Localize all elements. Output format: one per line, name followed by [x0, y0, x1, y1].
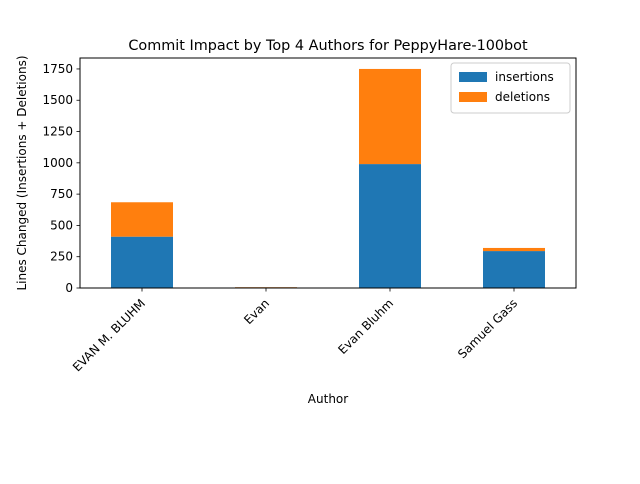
- bar-deletions-samuel-gass: [483, 248, 545, 251]
- legend-swatch-deletions: [459, 92, 487, 102]
- legend-label-deletions: deletions: [495, 90, 550, 104]
- y-axis: 0 250 500 750 1000 1250 1500 1750: [42, 62, 80, 295]
- bar-insertions-samuel-gass: [483, 251, 545, 288]
- legend-label-insertions: insertions: [495, 70, 554, 84]
- legend: insertions deletions: [451, 63, 570, 113]
- bar-insertions-evan-m-bluhm: [111, 237, 173, 288]
- y-tick-label: 750: [50, 187, 73, 201]
- x-tick-label: Evan: [241, 296, 272, 327]
- x-tick-label: Evan Bluhm: [335, 296, 396, 357]
- bar-deletions-evan-bluhm: [359, 69, 421, 164]
- y-tick-label: 250: [50, 250, 73, 264]
- bar-insertions-evan-bluhm: [359, 164, 421, 288]
- y-axis-label: Lines Changed (Insertions + Deletions): [15, 55, 29, 290]
- y-tick-label: 1000: [42, 156, 73, 170]
- y-tick-label: 1250: [42, 125, 73, 139]
- y-tick-label: 500: [50, 218, 73, 232]
- legend-swatch-insertions: [459, 72, 487, 82]
- x-tick-label: EVAN M. BLUHM: [70, 296, 148, 374]
- bar-deletions-evan-m-bluhm: [111, 202, 173, 236]
- x-tick-label: Samuel Gass: [455, 296, 520, 361]
- chart-title: Commit Impact by Top 4 Authors for Peppy…: [128, 38, 528, 54]
- y-tick-label: 0: [65, 281, 73, 295]
- y-tick-label: 1500: [42, 93, 73, 107]
- x-axis-label: Author: [308, 392, 348, 406]
- x-axis: EVAN M. BLUHM Evan Evan Bluhm Samuel Gass: [70, 288, 520, 374]
- y-tick-label: 1750: [42, 62, 73, 76]
